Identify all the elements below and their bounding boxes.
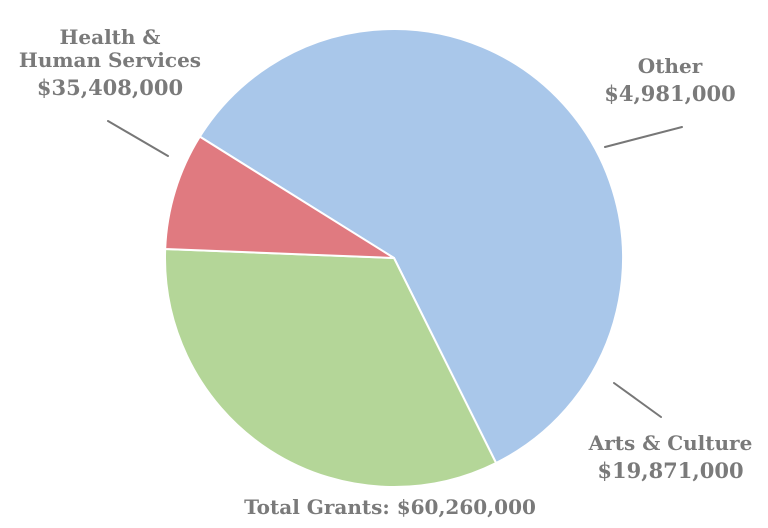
slice-name-line: Human Services	[18, 48, 202, 72]
pie-slice-health	[198, 28, 624, 464]
slice-name-line: Other	[637, 54, 703, 78]
slice-amount: $4,981,000	[604, 81, 736, 106]
slice-label-health: Health & Human Services $35,408,000	[10, 25, 210, 100]
slice-amount: $35,408,000	[36, 75, 184, 100]
slice-label-arts: Arts & Culture $19,871,000	[578, 431, 763, 483]
leader-lines	[107, 120, 683, 418]
pie-slices	[164, 28, 624, 488]
slice-amount: $19,871,000	[597, 458, 744, 483]
leader-line-health	[107, 120, 169, 157]
slice-name-line: Arts & Culture	[588, 431, 753, 455]
leader-line-other	[604, 126, 683, 148]
total-grants-label: Total Grants: $60,260,000	[244, 495, 536, 519]
pie-slice-arts	[164, 248, 498, 488]
slice-name-line: Health &	[59, 25, 161, 49]
leader-line-arts	[613, 382, 662, 418]
pie-slice-other	[164, 135, 395, 259]
slice-label-other: Other $4,981,000	[590, 54, 750, 106]
